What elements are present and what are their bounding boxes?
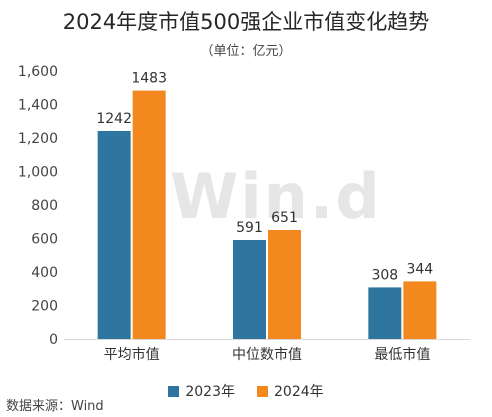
bar-2023年-最低市值 [368, 287, 402, 339]
data-source: 数据来源：Wind [6, 399, 104, 414]
y-tick-label: 1,600 [18, 64, 58, 80]
y-tick-label: 600 [31, 232, 58, 248]
y-tick-label: 200 [31, 299, 58, 315]
data-label: 344 [406, 261, 433, 277]
data-label: 1242 [96, 111, 132, 127]
unit-label: （单位：亿元） [200, 44, 292, 59]
y-tick-label: 1,000 [18, 165, 58, 181]
y-tick-label: 1,200 [18, 131, 58, 147]
chart-title: 2024年度市值500强企业市值变化趋势 [62, 10, 430, 34]
y-tick-label: 0 [49, 332, 58, 348]
x-tick-label: 最低市值 [374, 346, 430, 363]
y-tick-label: 400 [31, 265, 58, 281]
bar-2024年-平均市值 [132, 90, 166, 339]
bar-2023年-中位数市值 [233, 240, 266, 339]
legend-swatch-2024 [257, 385, 268, 397]
watermark-logo: Win.d [170, 160, 382, 233]
legend-label-2024: 2024年 [274, 384, 324, 400]
x-tick-label: 中位数市值 [232, 346, 302, 363]
legend-swatch-2023 [168, 385, 180, 397]
bar-2023年-平均市值 [97, 130, 131, 339]
bar-2024年-最低市值 [403, 281, 437, 339]
y-tick-label: 1,400 [18, 98, 58, 114]
data-label: 308 [371, 267, 398, 283]
legend-label-2023: 2023年 [185, 384, 235, 400]
x-tick-label: 平均市值 [104, 346, 160, 363]
data-label: 651 [271, 210, 298, 226]
legend: 2023年 2024年 [0, 381, 492, 401]
legend-item-2024: 2024年 [257, 381, 324, 401]
legend-item-2023: 2023年 [168, 381, 235, 401]
y-tick-label: 800 [31, 198, 58, 214]
data-label: 591 [236, 220, 263, 236]
bar-2024年-中位数市值 [268, 229, 301, 339]
data-label: 1483 [131, 71, 167, 87]
